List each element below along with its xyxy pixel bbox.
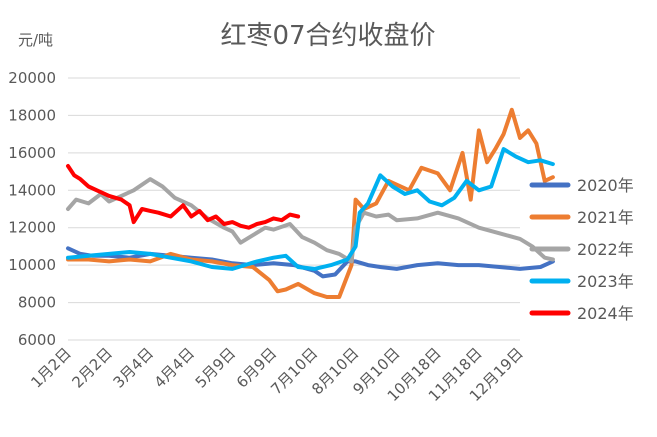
legend: 2020年 2021年 2022年 2023年 2024年 bbox=[529, 176, 634, 323]
series-line-5 bbox=[66, 164, 301, 230]
chart-title: 红枣07合约收盘价 bbox=[220, 21, 435, 51]
legend-label: 2023年 bbox=[577, 272, 634, 291]
x-axis-ticks: 1月2日2月2日3月4日4月4日5月9日6月9日7月10日8月10日9月10日1… bbox=[27, 344, 526, 405]
x-tick-label: 3月4日 bbox=[110, 344, 157, 391]
y-axis-ticks: 6000 8000 10000 12000 14000 16000 18000 20000 bbox=[8, 69, 56, 349]
y-tick-label: 8000 bbox=[18, 294, 56, 312]
x-tick-label: 2月2日 bbox=[68, 344, 115, 391]
legend-label: 2024年 bbox=[577, 304, 634, 323]
y-axis-unit-label: 元/吨 bbox=[18, 31, 53, 49]
legend-label: 2021年 bbox=[577, 208, 634, 227]
series-line-4 bbox=[66, 147, 555, 271]
y-tick-label: 6000 bbox=[18, 331, 56, 349]
y-tick-label: 20000 bbox=[8, 69, 56, 87]
y-tick-label: 16000 bbox=[8, 144, 56, 162]
gridlines bbox=[68, 77, 520, 341]
series-lines bbox=[66, 107, 555, 299]
x-tick-label: 5月9日 bbox=[192, 344, 239, 391]
legend-label: 2022年 bbox=[577, 240, 634, 259]
x-tick-label: 4月4日 bbox=[151, 344, 198, 391]
y-tick-label: 14000 bbox=[8, 181, 56, 199]
legend-label: 2020年 bbox=[577, 176, 634, 195]
x-tick-label: 1月2日 bbox=[27, 344, 74, 391]
y-tick-label: 18000 bbox=[8, 106, 56, 124]
series-line-3 bbox=[66, 177, 555, 264]
y-tick-label: 10000 bbox=[8, 256, 56, 274]
y-tick-label: 12000 bbox=[8, 219, 56, 237]
